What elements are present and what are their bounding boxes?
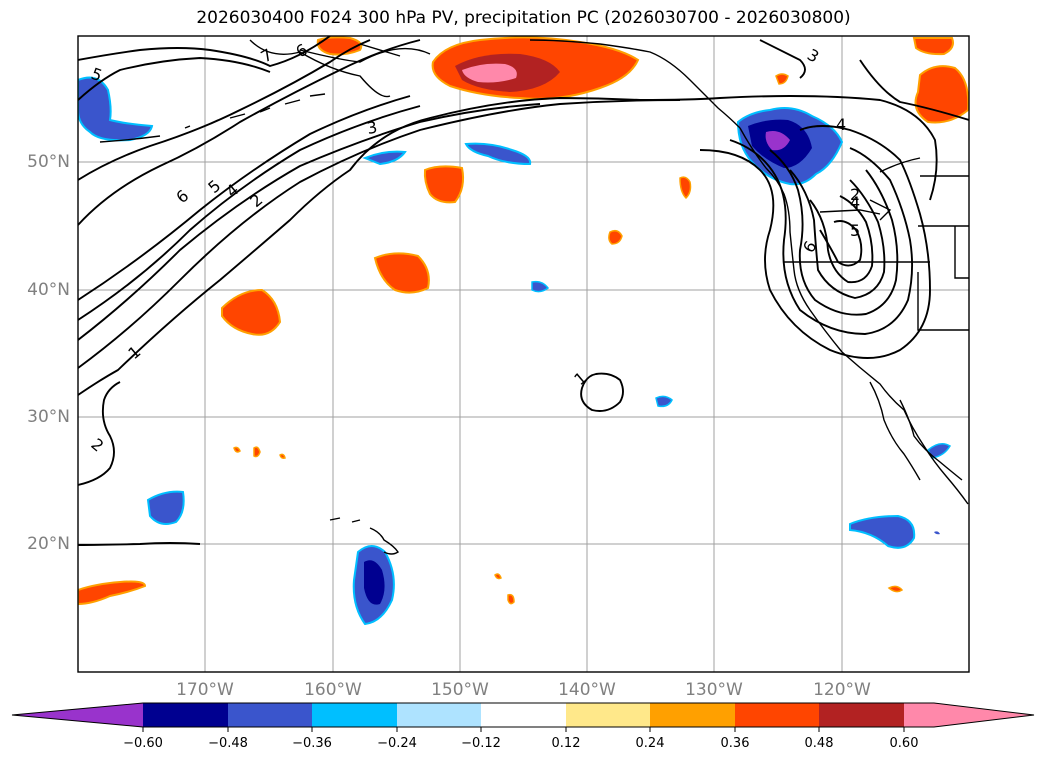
colorbar-tick-label: 0.48 [804,736,834,751]
pv-contour-3 [78,103,541,341]
lon-label-120w: 120°W [813,680,871,700]
colorbar-segment [566,703,650,727]
coast-alaska [249,39,741,129]
precip-positive-areas [78,36,969,606]
pv-contours [78,36,969,546]
lat-label-30n: 30°N [27,407,70,427]
pv-contour-6 [78,39,421,226]
coast-baja [869,381,963,481]
colorbar-segment [904,703,934,727]
pv-contour-2 [78,99,681,369]
precip-area-top-right [912,37,954,56]
colorbar-tick-label: −0.60 [123,736,163,751]
contour-label: 4 [836,115,846,134]
colorbar-segment [819,703,904,727]
pv-contour-sw [78,381,121,486]
colorbar-segment [143,703,228,727]
coast-hawaii [329,517,399,555]
precip-area-mid [373,252,430,294]
lon-label-160w: 160°W [304,680,362,700]
precip-area-pac-a [362,150,407,166]
colorbar-tick-label: −0.12 [461,736,501,751]
lon-label-140w: 140°W [558,680,616,700]
colorbar-segment [397,703,481,727]
contour-label: 4 [850,193,860,212]
colorbar-extend-low [12,703,143,727]
colorbar-extend-high [934,703,1034,727]
colorbar-tick-label: 0.36 [720,736,750,751]
lon-label-150w: 150°W [431,680,489,700]
colorbar-tick-label: 0.24 [635,736,665,751]
colorbar-segment [312,703,397,727]
colorbar-tick-label: 0.12 [551,736,581,751]
pv-contour-closed-small [580,372,624,412]
colorbar-tick-label: 0.60 [889,736,919,751]
colorbar-tick-label: −0.48 [208,736,248,751]
lat-label-50n: 50°N [27,152,70,172]
map-frame [77,35,970,673]
contour-label: 2 [850,185,860,204]
pv-contour-4 [78,105,421,321]
colorbar-segment [481,703,566,727]
colorbar-tick-label: −0.36 [292,736,332,751]
map-title: 2026030400 F024 300 hPa PV, precipitatio… [196,8,851,28]
contour-label: 3 [365,117,378,137]
colorbar-segment [735,703,819,727]
colorbar [11,702,1035,732]
lon-label-170w: 170°W [176,680,234,700]
pv-contour-7 [78,39,371,181]
lat-label-20n: 20°N [27,534,70,554]
colorbar-segment [228,703,312,727]
precip-area-baja-west [849,514,916,549]
pv-contour-1 [78,95,938,396]
precip-area-bc [914,65,969,124]
colorbar-segment [650,703,735,727]
precip-area-nw [78,76,154,142]
colorbar-tick-label: −0.24 [377,736,417,751]
precip-area-west [221,288,282,336]
lat-label-40n: 40°N [27,280,70,300]
precip-area-central [423,165,465,204]
lon-label-130w: 130°W [685,680,743,700]
pv-contour-5 [78,95,411,301]
precip-area-sw [78,580,147,606]
contour-label: 5 [850,221,860,240]
pv-contour-trough-outer [699,125,931,359]
